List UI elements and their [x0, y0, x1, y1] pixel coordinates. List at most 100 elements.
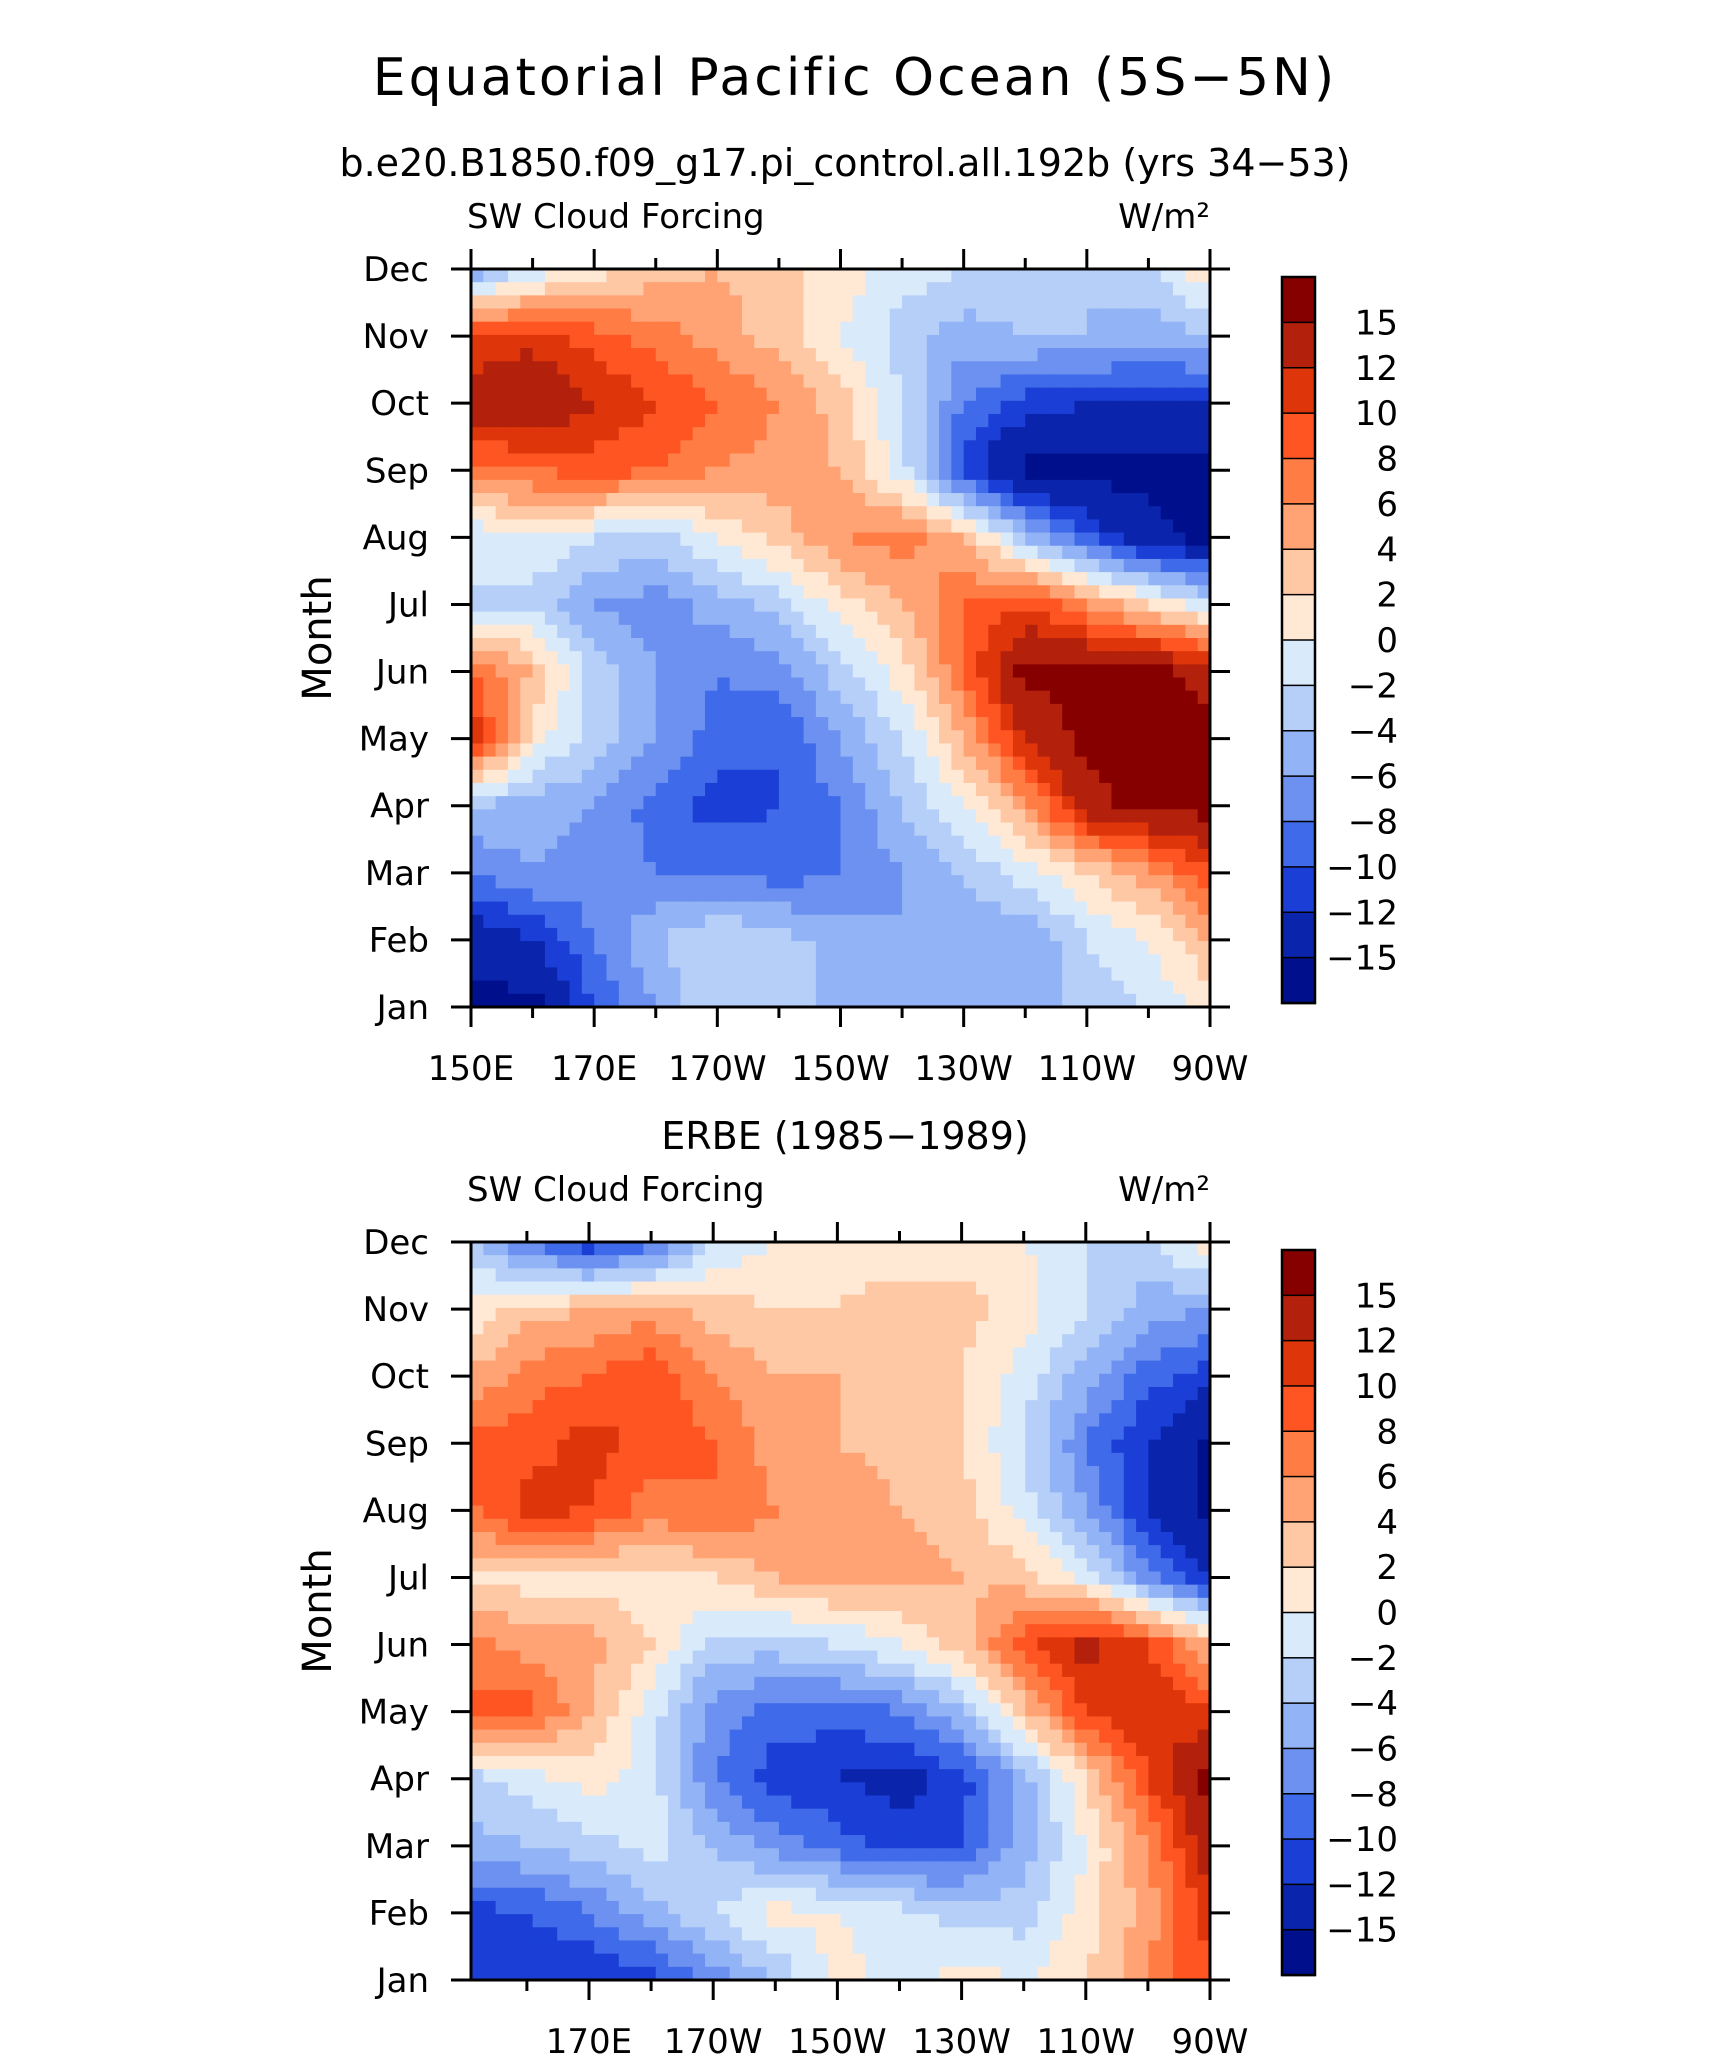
heatmap-cell	[1099, 1558, 1113, 1573]
heatmap-cell	[729, 572, 743, 586]
heatmap-cell	[606, 1321, 620, 1335]
heatmap-cell	[618, 1242, 632, 1256]
heatmap-cell	[766, 1452, 780, 1467]
heatmap-cell	[1173, 598, 1186, 613]
heatmap-cell	[1099, 888, 1113, 903]
heatmap-cell	[1012, 348, 1026, 362]
heatmap-cell	[581, 1479, 595, 1493]
heatmap-cell	[852, 769, 866, 784]
heatmap-cell	[1062, 295, 1076, 310]
y-tick-label: Sep	[365, 451, 429, 491]
heatmap-cell	[1160, 1268, 1174, 1283]
heatmap-cell	[865, 1400, 879, 1414]
heatmap-cell	[606, 769, 620, 784]
heatmap-cell	[1111, 1334, 1125, 1349]
heatmap-cell	[1062, 453, 1076, 468]
heatmap-cell	[1148, 914, 1162, 929]
heatmap-cell	[1012, 730, 1026, 745]
heatmap-cell	[532, 545, 546, 560]
heatmap-cell	[914, 453, 928, 468]
heatmap-cell	[717, 440, 731, 455]
heatmap-cell	[1111, 374, 1125, 389]
heatmap-cell	[939, 848, 952, 863]
heatmap-cell	[1000, 453, 1014, 468]
heatmap-cell	[1074, 598, 1088, 613]
heatmap-cell	[1049, 1347, 1063, 1362]
heatmap-cell	[754, 1571, 768, 1586]
heatmap-cell	[569, 413, 583, 428]
heatmap-cell	[557, 769, 571, 784]
heatmap-cell	[975, 1373, 989, 1388]
heatmap-cell	[741, 756, 755, 771]
heatmap-cell	[975, 1242, 989, 1256]
heatmap-cell	[483, 506, 497, 520]
heatmap-cell	[668, 493, 681, 507]
heatmap-cell	[840, 1479, 854, 1493]
heatmap-cell	[668, 1307, 681, 1322]
heatmap-cell	[1049, 1413, 1063, 1428]
heatmap-cell	[1000, 1400, 1014, 1414]
heatmap-cell	[939, 1373, 952, 1388]
heatmap-cell	[643, 1400, 657, 1414]
heatmap-cell	[1037, 1334, 1051, 1349]
heatmap-cell	[1197, 427, 1210, 441]
heatmap-cell	[1099, 387, 1113, 402]
heatmap-cell	[1173, 1558, 1186, 1573]
heatmap-cell	[988, 1466, 1002, 1480]
heatmap-cell	[1062, 664, 1076, 679]
heatmap-cell	[569, 440, 583, 455]
heatmap-cell	[939, 348, 952, 362]
heatmap-cell	[1074, 927, 1088, 942]
heatmap-cell	[1160, 624, 1174, 639]
heatmap-cell	[778, 809, 792, 824]
heatmap-cell	[544, 519, 558, 534]
heatmap-cell	[1136, 1479, 1150, 1493]
heatmap-cell	[668, 387, 681, 402]
heatmap-cell	[594, 927, 608, 942]
heatmap-cell	[1197, 664, 1210, 679]
heatmap-cell	[840, 532, 854, 547]
heatmap-cell	[877, 954, 891, 969]
heatmap-cell	[507, 572, 521, 586]
heatmap-cell	[1086, 1386, 1100, 1401]
heatmap-cell	[594, 1466, 608, 1480]
heatmap-cell	[877, 427, 891, 441]
heatmap-cell	[1111, 769, 1125, 784]
heatmap-cell	[643, 1505, 657, 1520]
heatmap-cell	[865, 413, 879, 428]
heatmap-cell	[1025, 703, 1039, 718]
heatmap-cell	[705, 1321, 718, 1335]
heatmap-cell	[791, 993, 805, 1007]
heatmap-cell	[655, 321, 669, 336]
heatmap-cell	[1123, 835, 1137, 850]
heatmap-cell	[1099, 558, 1113, 573]
heatmap-cell	[1086, 835, 1100, 850]
heatmap-cell	[1000, 611, 1014, 626]
heatmap-cell	[717, 295, 731, 310]
heatmap-cell	[1000, 1294, 1014, 1309]
heatmap-cell	[889, 1505, 903, 1520]
heatmap-cell	[618, 941, 632, 955]
heatmap-cell	[717, 361, 731, 376]
heatmap-cell	[705, 1558, 718, 1573]
heatmap-cell	[471, 400, 484, 415]
heatmap-cell	[939, 730, 952, 745]
heatmap-cell	[705, 756, 718, 771]
heatmap-cell	[483, 440, 497, 455]
heatmap-cell	[520, 1400, 534, 1414]
heatmap-cell	[1049, 993, 1063, 1007]
heatmap-cell	[1148, 493, 1162, 507]
heatmap-cell	[532, 1360, 546, 1375]
heatmap-cell	[1123, 1373, 1137, 1388]
heatmap-cell	[557, 558, 571, 573]
heatmap-cell	[692, 1413, 706, 1428]
heatmap-cell	[951, 440, 965, 455]
heatmap-cell	[618, 374, 632, 389]
heatmap-cell	[1025, 585, 1039, 600]
heatmap-cell	[1012, 862, 1026, 876]
heatmap-cell	[483, 835, 497, 850]
heatmap-cell	[766, 1281, 780, 1296]
heatmap-cell	[1111, 413, 1125, 428]
heatmap-cell	[520, 269, 534, 283]
heatmap-cell	[828, 334, 842, 349]
